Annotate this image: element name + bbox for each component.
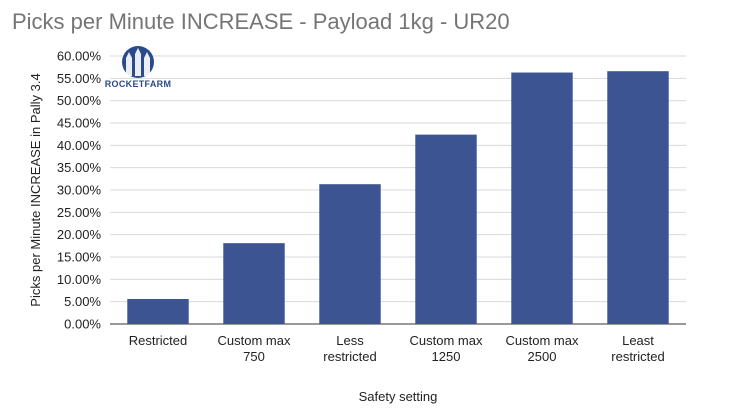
y-tick-label: 20.00% <box>57 227 102 242</box>
y-tick-label: 45.00% <box>57 116 102 131</box>
y-tick-label: 25.00% <box>57 205 102 220</box>
x-category-label: Custom max 1250 <box>410 333 483 364</box>
x-category-label: Least restricted <box>611 333 664 364</box>
x-axis-categories: Restricted Custom max 750 Less restricted Cus… <box>129 333 665 364</box>
bar <box>415 134 477 324</box>
logo-rocket-icon <box>135 48 141 76</box>
y-tick-label: 40.00% <box>57 138 102 153</box>
rocketfarm-logo: ROCKETFARM <box>105 46 172 89</box>
gridlines <box>110 55 686 325</box>
bar <box>223 243 285 324</box>
y-tick-label: 60.00% <box>57 49 102 64</box>
logo-rocket-icon <box>126 52 132 76</box>
y-tick-label: 10.00% <box>57 272 102 287</box>
y-axis-title: Picks per Minute INCREASE in Pally 3.4 <box>28 73 43 306</box>
bar <box>319 184 381 324</box>
y-tick-label: 55.00% <box>57 71 102 86</box>
x-axis-title: Safety setting <box>359 389 438 404</box>
x-category-label: Less restricted <box>323 333 376 364</box>
x-category-label: Custom max 750 <box>218 333 291 364</box>
y-tick-label: 0.00% <box>64 317 101 332</box>
y-tick-label: 50.00% <box>57 93 102 108</box>
y-tick-label: 5.00% <box>64 294 101 309</box>
x-category-label: Restricted <box>129 333 188 348</box>
logo-text: ROCKETFARM <box>105 79 172 89</box>
y-tick-label: 15.00% <box>57 250 102 265</box>
y-tick-label: 30.00% <box>57 183 102 198</box>
chart-title: Picks per Minute INCREASE - Payload 1kg … <box>12 9 510 34</box>
bars <box>127 71 669 324</box>
y-axis-ticks: 0.00% 5.00% 10.00% 15.00% 20.00% 25.00% 30.00%… <box>57 49 102 332</box>
logo-rocket-icon <box>144 52 150 76</box>
bar <box>607 71 669 324</box>
bar <box>127 298 189 324</box>
bar <box>511 72 573 324</box>
x-category-label: Custom max 2500 <box>506 333 579 364</box>
y-tick-label: 35.00% <box>57 160 102 175</box>
